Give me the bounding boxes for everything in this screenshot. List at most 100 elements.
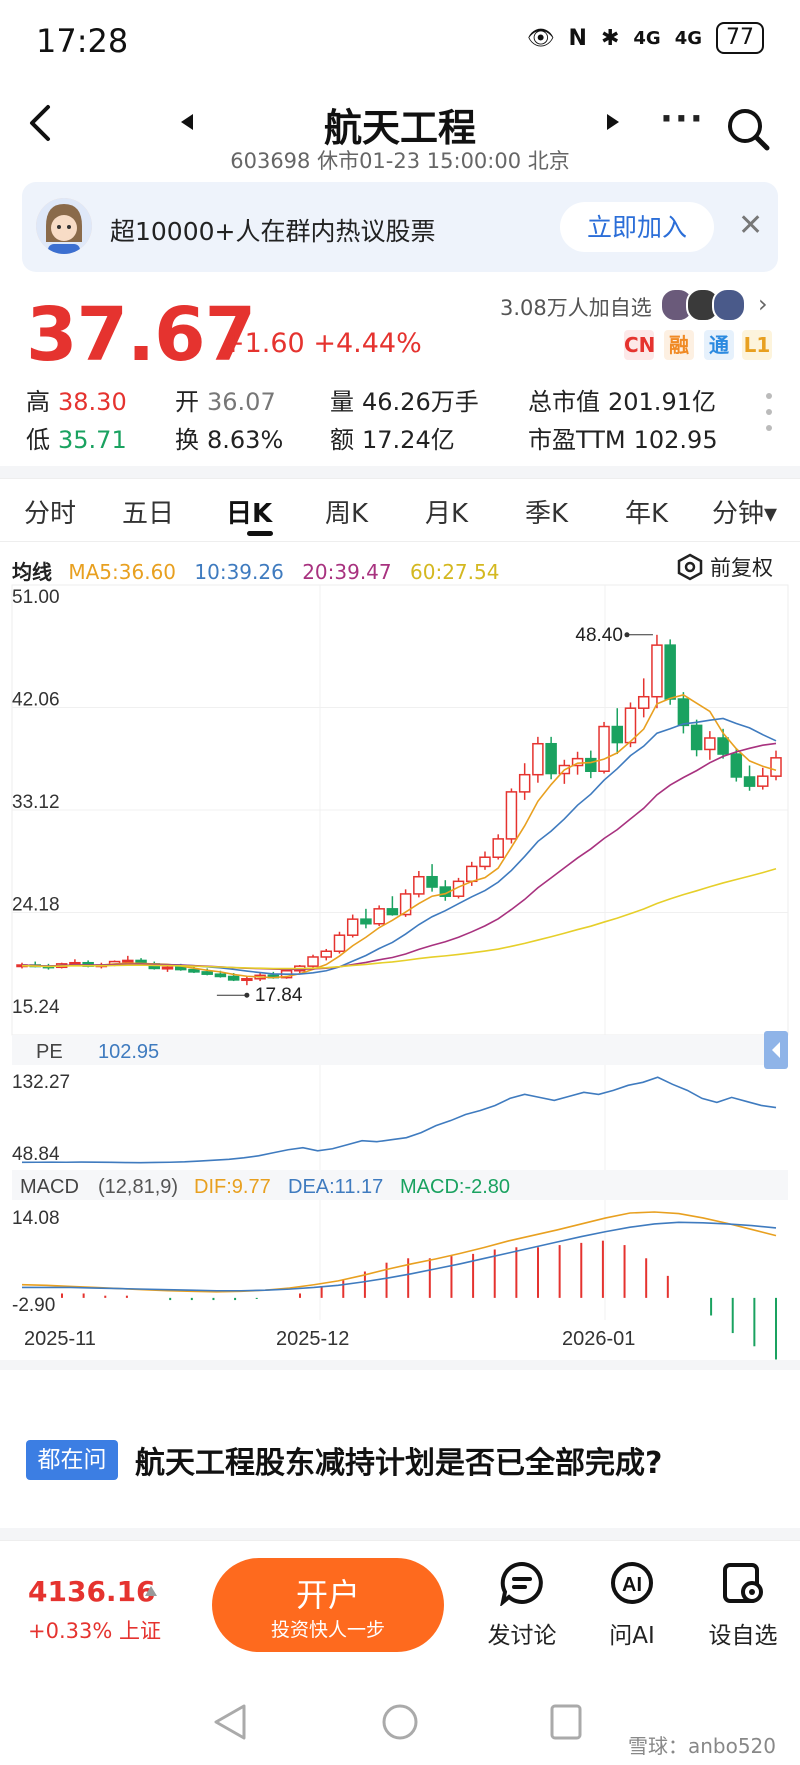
kline-chart[interactable]: PE 102.95 132.27 48.84 MACD (12,81,9) DIF:9.7… [0,580,800,1360]
candle-body [505,791,518,840]
candle-body [201,971,213,975]
more-vertical-icon[interactable] [766,392,772,436]
next-stock-icon[interactable] [606,113,620,135]
candle-body [545,742,557,775]
candle-body [571,757,584,767]
candle-body [161,966,174,970]
index-value[interactable]: 4136.16 [28,1575,156,1608]
candle-body [426,875,438,888]
group-banner: 超10000+人在群内热议股票 立即加入 ✕ [22,182,778,272]
badge-cn: CN [624,330,655,360]
pe-value: 102.95 [98,1041,159,1063]
back-nav-icon[interactable] [212,1702,248,1746]
pe-tick-label: 132.27 [12,1072,70,1093]
watchlist-label: 设自选 [708,1623,778,1649]
candle-body [399,893,412,916]
adjust-toggle[interactable]: 前复权 [676,552,773,582]
discuss-button[interactable]: 发讨论 [477,1560,567,1650]
chevron-right-icon[interactable]: › [758,290,768,318]
stat-pe: 市盈TTM 102.95 [528,426,718,454]
pe-tick-label: 48.84 [12,1144,60,1165]
tab-minute[interactable]: 分钟▾ [712,499,778,529]
settings-icon [677,553,703,581]
open-account-button[interactable]: 开户 投资快人一步 [212,1558,444,1652]
candle-body [69,961,81,965]
section-divider [0,1360,800,1370]
avatar [712,288,746,322]
tab-weekly-k[interactable]: 周K [325,499,369,529]
ask-ai-label: 问AI [609,1623,655,1649]
join-group-button[interactable]: 立即加入 [560,202,714,252]
system-nav-bar [0,1680,800,1765]
add-watchlist-button[interactable]: 设自选 [698,1560,788,1650]
tab-underline [247,531,273,536]
banner-text: 超10000+人在群内热议股票 [110,217,436,246]
tab-intraday[interactable]: 分时 [24,499,77,529]
price-tick-label: 33.12 [12,792,60,813]
tab-daily-k[interactable]: 日K [226,499,273,529]
high-marker-dot [624,632,630,638]
ask-ai-button[interactable]: AI 问AI [587,1560,677,1650]
section-divider [0,1528,800,1540]
avatar [36,198,92,254]
candle-body [651,644,663,698]
stat-amount: 额 17.24亿 [330,426,455,454]
home-nav-icon[interactable] [380,1702,420,1746]
high-annotation: 48.40 [575,625,623,646]
period-tabs: 分时 五日 日K 周K 月K 季K 年K 分钟▾ [0,478,800,542]
price-change: +1.60 +4.44% [222,328,422,359]
current-price: 37.67 [26,292,256,378]
back-icon[interactable] [26,103,56,147]
candle-body [677,698,690,727]
macd-value: MACD:-2.80 [400,1176,510,1198]
tab-quarterly-k[interactable]: 季K [525,499,569,529]
collapse-arrow-icon [772,1042,780,1058]
prev-stock-icon[interactable] [180,113,194,135]
follower-avatars[interactable] [660,288,746,322]
search-icon[interactable] [726,107,770,155]
candle-body [518,773,531,793]
stat-low: 低 35.71 [26,426,127,454]
dea-line [22,1221,777,1292]
candle-body [637,695,650,709]
pe-header-bg [12,1035,788,1065]
tab-monthly-k[interactable]: 月K [425,499,469,529]
macd-dea: DEA:11.17 [288,1176,383,1198]
follower-count[interactable]: 3.08万人加自选 [500,296,652,320]
more-icon[interactable]: ··· [660,99,705,139]
candle-body [492,838,504,858]
candle-body [241,978,253,982]
x-tick-label: 2026-01 [562,1328,635,1350]
candle-body [479,856,491,868]
candle-body [214,973,227,978]
tab-5day[interactable]: 五日 [122,499,175,529]
watermark: 雪球：anbo520 [627,1734,776,1758]
tab-yearly-k[interactable]: 年K [625,499,669,529]
ma20-line [21,742,777,971]
price-tick-label: 51.00 [12,587,60,608]
candle-body [532,742,544,776]
stat-high: 高 38.30 [26,388,127,416]
candle-body [585,757,597,772]
candle-body [346,918,359,936]
ma5-line [21,694,777,979]
status-bar: 17:28 👁 N ✱ 4G 4G 77 [0,0,800,80]
question-text[interactable]: 航天工程股东减持计划是否已全部完成? [135,1446,663,1481]
recents-nav-icon[interactable] [548,1702,584,1746]
candle-body [333,934,346,953]
candle-body [373,908,385,925]
macd-header-bg [12,1170,788,1200]
candle-body [386,908,399,916]
ma-legend: 均线 MA5:36.60 10:39.26 20:39.47 60:27.54 [12,556,499,585]
candle-body [122,959,134,963]
candle-body [770,757,782,777]
candle-body [717,737,729,755]
bluetooth-icon: ✱ [600,25,620,51]
battery-icon: 77 [716,22,764,54]
pe-label: PE [36,1041,63,1063]
stat-mktcap: 总市值 201.91亿 [528,388,716,416]
candle-body [730,753,743,778]
candle-body [188,968,200,973]
price-tick-label: 24.18 [12,895,60,916]
close-icon[interactable]: ✕ [738,208,764,243]
